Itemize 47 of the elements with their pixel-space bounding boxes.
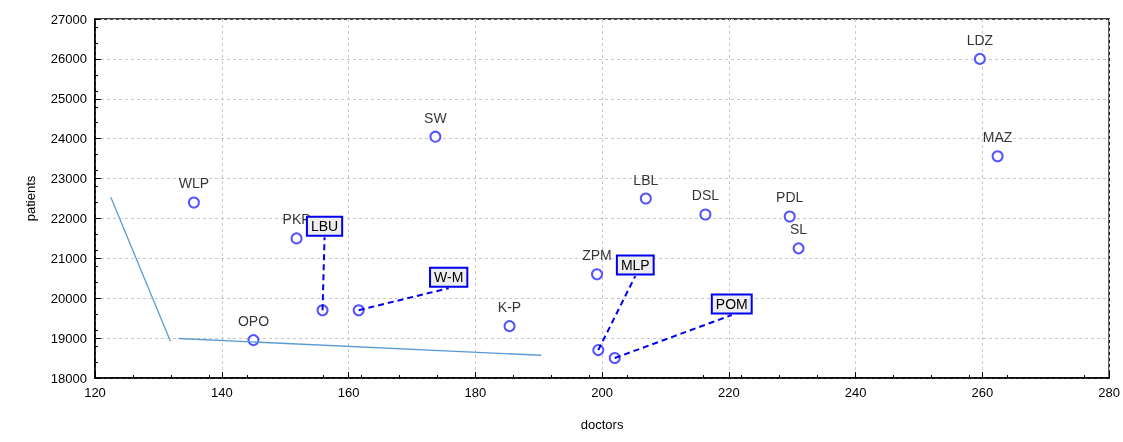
- x-axis-title: doctors: [580, 417, 624, 432]
- x-tick-label: 260: [971, 385, 994, 400]
- annotation: W-M: [434, 269, 464, 286]
- data-label: DSL: [691, 187, 720, 204]
- data-label: LBL: [633, 171, 659, 188]
- y-tick-label: 20000: [50, 290, 87, 306]
- point: [699, 208, 712, 221]
- point: [973, 52, 986, 65]
- x-tick-label: 200: [591, 385, 613, 400]
- x-tick-label: 180: [464, 385, 487, 400]
- point: [591, 268, 604, 281]
- y-tick-label: 18000: [50, 370, 87, 386]
- point: [639, 192, 652, 205]
- y-tick-label: 26000: [50, 51, 87, 67]
- y-axis-title: patients: [23, 175, 38, 222]
- data-label: K-P: [497, 299, 522, 316]
- data-label: LDZ: [966, 31, 994, 48]
- y-tick-label: 22000: [50, 210, 87, 226]
- annotation: POM: [715, 296, 748, 313]
- y-tick-label: 24000: [50, 131, 87, 147]
- point: [792, 242, 805, 255]
- annotation: MLP: [620, 257, 650, 274]
- x-tick-label: 240: [844, 385, 867, 400]
- point: [991, 150, 1004, 163]
- data-label: WLP: [178, 175, 210, 192]
- point: [503, 320, 516, 333]
- y-tick-label: 19000: [50, 330, 87, 346]
- y-tick-label: 25000: [50, 91, 87, 107]
- point: [429, 130, 442, 143]
- y-tick-label: 23000: [50, 171, 87, 187]
- data-label: MAZ: [982, 129, 1013, 146]
- annotation: LBU: [310, 218, 339, 235]
- x-tick-label: 140: [210, 385, 233, 400]
- point: [783, 210, 796, 223]
- y-tick-label: 21000: [50, 250, 87, 266]
- x-tick-label: 280: [1098, 385, 1121, 400]
- x-tick-label: 220: [718, 385, 740, 400]
- data-label: SW: [424, 109, 448, 126]
- data-label: SL: [790, 221, 808, 238]
- point: [290, 232, 303, 245]
- y-tick-label: 27000: [50, 11, 87, 27]
- x-tick-label: 120: [84, 385, 106, 400]
- x-tick-label: 160: [337, 385, 360, 400]
- data-label: PDL: [776, 189, 804, 206]
- data-label: OPO: [237, 313, 270, 330]
- data-label: ZPM: [582, 247, 612, 264]
- point: [187, 196, 200, 209]
